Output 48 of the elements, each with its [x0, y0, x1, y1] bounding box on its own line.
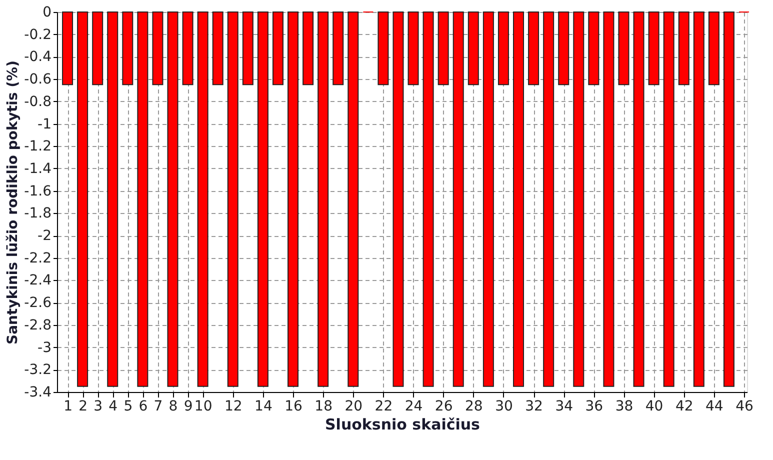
- x-tick-label: 7: [154, 398, 163, 414]
- x-tick-label: 44: [706, 398, 724, 414]
- y-tick-label: -0.8: [24, 94, 52, 110]
- y-axis-title: Santykinis lūžio rodiklio pokytis (%): [5, 60, 22, 344]
- x-tick-label: 40: [645, 398, 664, 414]
- y-tick-label: -1.4: [24, 160, 52, 177]
- y-tick-label: -0.6: [24, 72, 52, 88]
- y-tick-label: 0: [42, 4, 52, 20]
- x-tick-label: 14: [254, 398, 272, 414]
- x-tick-label: 38: [615, 398, 634, 414]
- x-tick-label: 24: [404, 398, 423, 414]
- y-tick-label: -2.8: [24, 317, 52, 334]
- x-tick-label: 18: [314, 398, 332, 414]
- y-tick-label: -3.4: [24, 384, 52, 400]
- x-tick-label: 32: [525, 398, 543, 414]
- x-tick-label: 42: [675, 398, 694, 414]
- x-tick-label: 34: [555, 398, 574, 414]
- x-tick-label: 12: [224, 398, 242, 414]
- y-tick-label: -1.2: [24, 138, 52, 155]
- x-tick-label: 6: [138, 398, 148, 414]
- x-axis-title: Sluoksnio skaičius: [325, 416, 480, 434]
- y-tick-label: -3: [38, 340, 52, 356]
- x-tick-label: 22: [374, 398, 393, 414]
- x-tick-label: 30: [495, 398, 513, 414]
- x-tick-label: 3: [94, 398, 103, 414]
- y-tick-label: -0.4: [24, 49, 52, 66]
- y-tick-label: -2.6: [24, 295, 52, 312]
- y-tick-label: -0.2: [24, 26, 52, 43]
- x-tick-label: 36: [585, 398, 604, 414]
- x-tick-label: 20: [344, 398, 363, 414]
- y-tick-label: -3.2: [24, 362, 52, 378]
- y-tick-label: -2: [38, 228, 52, 244]
- x-tick-label: 46: [736, 398, 754, 414]
- x-tick-label: 5: [124, 398, 133, 414]
- x-tick-label: 8: [168, 398, 178, 414]
- x-tick-label: 1: [64, 398, 72, 414]
- x-tick-label: 26: [434, 398, 453, 414]
- x-tick-label: 2: [78, 398, 88, 414]
- x-tick-label: 4: [108, 398, 118, 414]
- y-tick-label: -2.4: [24, 272, 52, 289]
- x-tick-label: 16: [284, 398, 303, 414]
- y-tick-label: -1.8: [24, 206, 52, 222]
- y-tick-label: -1: [38, 116, 52, 132]
- y-tick-label: -1.6: [24, 183, 52, 200]
- x-tick-label: 9: [184, 398, 193, 414]
- x-tick-label: 10: [194, 398, 212, 414]
- x-tick-label: 28: [464, 398, 483, 414]
- y-tick-label: -2.2: [24, 250, 52, 266]
